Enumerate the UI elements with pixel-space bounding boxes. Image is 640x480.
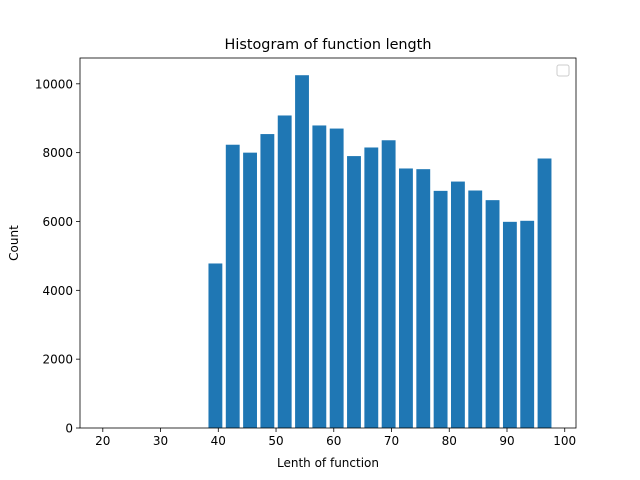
x-axis-label: Lenth of function [277, 456, 379, 470]
bar [399, 168, 413, 429]
x-tick-label: 100 [553, 434, 576, 448]
x-tick-label: 40 [211, 434, 226, 448]
bar [225, 144, 240, 429]
y-axis-label: Count [7, 225, 21, 261]
bar [347, 156, 361, 428]
y-tick-label: 8000 [42, 146, 73, 160]
bar [295, 75, 309, 429]
bar [243, 152, 257, 428]
bar [329, 128, 344, 428]
bar [381, 140, 396, 428]
x-tick-label: 60 [326, 434, 341, 448]
bar [364, 147, 379, 429]
bar [450, 181, 465, 428]
y-tick-label: 6000 [42, 215, 73, 229]
bar [520, 220, 535, 428]
y-axis-ticks: 0 2000 4000 6000 8000 10000 [35, 77, 80, 436]
bar [502, 221, 517, 428]
bar [312, 125, 327, 429]
x-tick-label: 70 [384, 434, 399, 448]
chart-title: Histogram of function length [225, 37, 432, 53]
bars-layer [208, 75, 552, 429]
x-tick-label: 20 [95, 434, 110, 448]
y-tick-label: 2000 [42, 353, 73, 367]
x-tick-label: 30 [153, 434, 168, 448]
x-axis-ticks: 20 30 40 50 60 70 80 90 100 [95, 428, 576, 448]
x-tick-label: 80 [442, 434, 457, 448]
x-tick-label: 50 [268, 434, 283, 448]
bar [485, 200, 500, 428]
x-tick-label: 90 [499, 434, 514, 448]
plot-area-frame [79, 57, 577, 429]
y-tick-label: 0 [65, 422, 73, 436]
bar [433, 190, 448, 428]
bar [260, 134, 275, 428]
legend-box [556, 64, 570, 77]
bar [277, 115, 292, 428]
bar [416, 169, 431, 429]
y-tick-label: 4000 [42, 284, 73, 298]
bar [537, 158, 552, 428]
bar [468, 190, 483, 428]
bar [208, 263, 223, 428]
y-tick-label: 10000 [35, 77, 73, 91]
